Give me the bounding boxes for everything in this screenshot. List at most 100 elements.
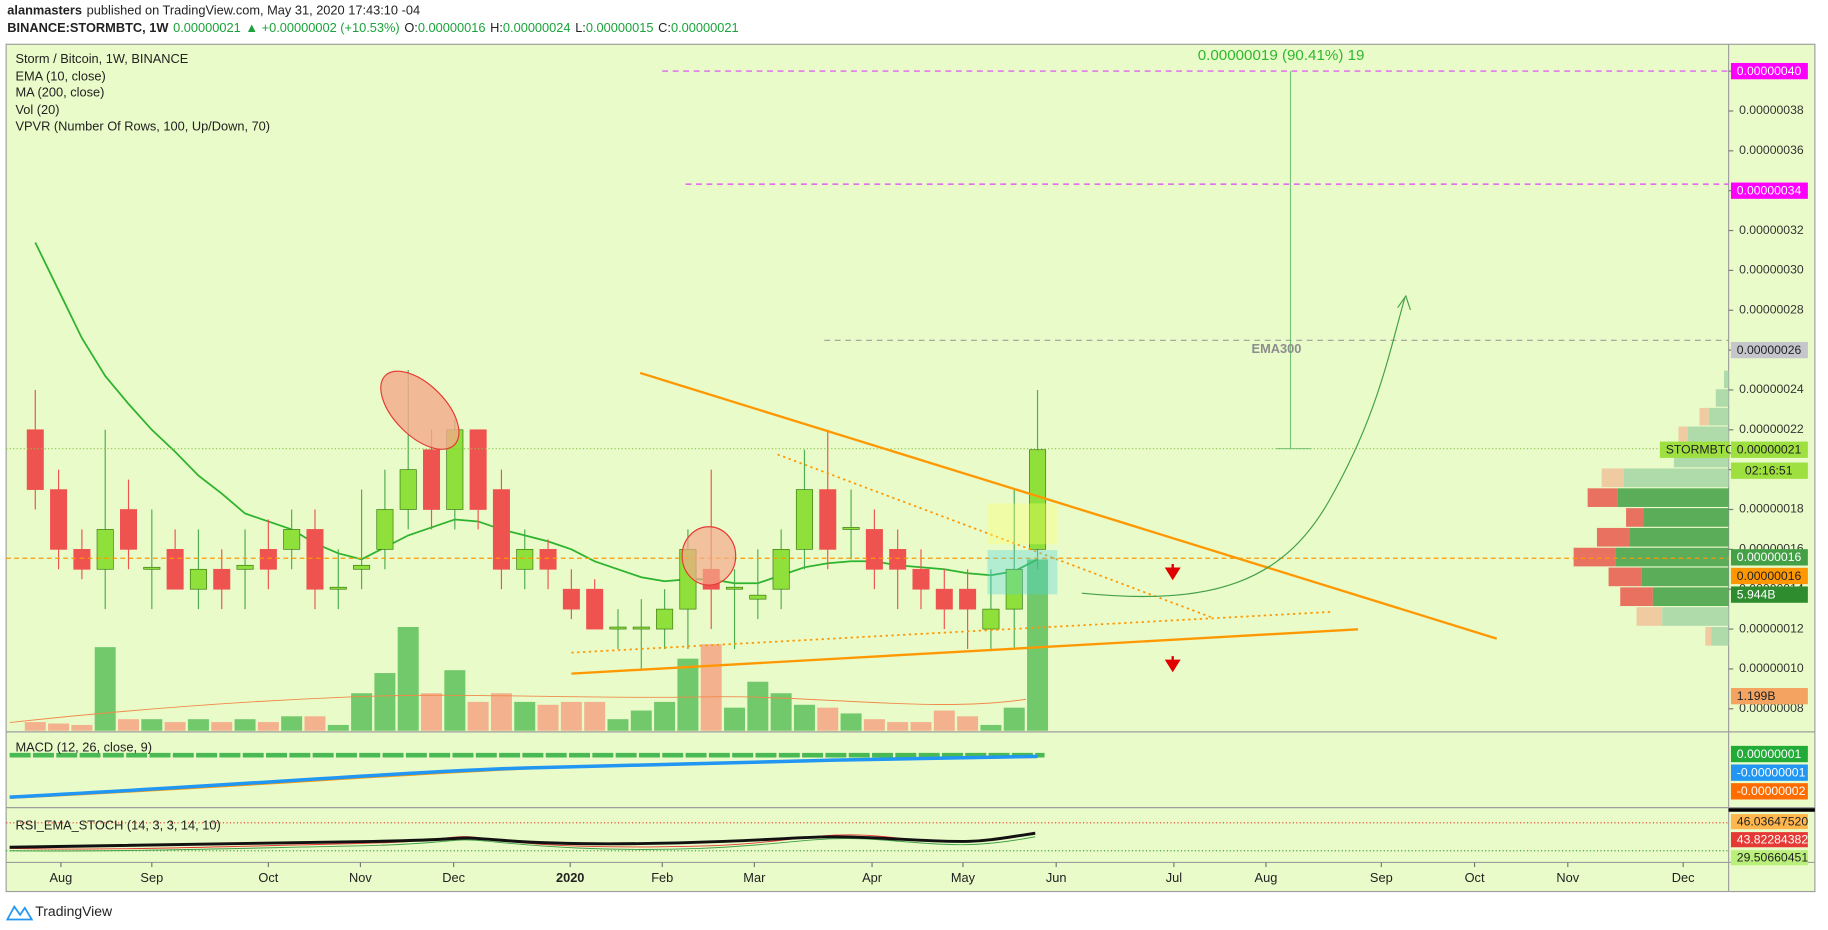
vpvr-bar bbox=[1596, 527, 1630, 547]
candle-body bbox=[982, 608, 1000, 630]
vpvr-bar bbox=[1601, 468, 1624, 488]
price-tag-label: -0.00000002 bbox=[1737, 784, 1806, 798]
x-tick-label: May bbox=[951, 870, 976, 885]
volume-bar bbox=[257, 722, 279, 731]
price-tag bbox=[1730, 745, 1808, 763]
candle-body bbox=[283, 529, 301, 550]
volume-bar bbox=[584, 701, 606, 731]
volume-layer bbox=[24, 559, 1049, 731]
trendline-dotted bbox=[571, 610, 1333, 654]
vpvr-bar bbox=[1617, 488, 1729, 507]
vpvr-bar bbox=[1678, 426, 1688, 447]
candle-body bbox=[50, 489, 68, 550]
y-tick-label: 0.00000036 bbox=[1739, 143, 1804, 157]
price-tag bbox=[1730, 567, 1808, 585]
volume-bar bbox=[141, 719, 163, 731]
volume-bar bbox=[537, 704, 559, 731]
trendline bbox=[571, 628, 1359, 675]
vpvr-bar bbox=[1620, 587, 1653, 607]
candle-body bbox=[632, 626, 650, 630]
y-tick-label: 0.00000024 bbox=[1739, 382, 1804, 396]
x-tick-label: Feb bbox=[651, 870, 673, 885]
candle-body bbox=[166, 549, 184, 590]
rsi-stoch-d bbox=[9, 836, 1036, 852]
candle-body bbox=[516, 549, 534, 570]
price-tag bbox=[1730, 814, 1808, 830]
candle-body bbox=[376, 509, 394, 550]
candle-body bbox=[842, 527, 860, 530]
volume-bar bbox=[187, 719, 209, 731]
price-tag-label: 29.50660451 bbox=[1737, 851, 1809, 865]
x-tick-label: 2020 bbox=[556, 870, 584, 885]
macd-legend: MACD (12, 26, close, 9) bbox=[15, 740, 152, 755]
trendline-dotted bbox=[777, 453, 1213, 619]
volume-bar bbox=[630, 710, 652, 731]
volume-bar bbox=[48, 723, 70, 731]
volume-bar bbox=[910, 722, 932, 731]
volume-bar bbox=[490, 693, 512, 731]
volume-bar bbox=[211, 722, 233, 731]
volume-bar bbox=[1003, 707, 1025, 731]
price-tag-label: 0.00000021 bbox=[1737, 443, 1802, 457]
candle-body bbox=[213, 568, 231, 590]
vpvr-bar bbox=[1587, 488, 1618, 507]
volume-bar bbox=[351, 693, 373, 731]
candle-body bbox=[795, 489, 813, 550]
y-tick-label: 0.00000008 bbox=[1739, 701, 1804, 715]
ellipse bbox=[681, 526, 737, 586]
candle-body bbox=[959, 588, 977, 610]
x-tick-label: Jul bbox=[1166, 870, 1182, 885]
candle-body bbox=[562, 588, 580, 610]
highlight-box bbox=[987, 550, 1058, 595]
price-tag-label: 0.00000026 bbox=[1737, 343, 1802, 357]
axes: 0.000000080.000000100.000000120.00000014… bbox=[50, 62, 1809, 885]
macd-line bbox=[9, 754, 1038, 799]
projection-curve bbox=[1081, 298, 1406, 598]
price-tag bbox=[1730, 549, 1808, 566]
trendline bbox=[639, 371, 1498, 640]
vpvr-bar bbox=[1608, 567, 1642, 587]
y-tick-label: 0.00000030 bbox=[1739, 263, 1804, 277]
price-tag bbox=[1730, 688, 1808, 705]
candle-body bbox=[399, 469, 417, 510]
candle-body bbox=[726, 586, 744, 590]
vpvr-bar bbox=[1699, 407, 1709, 426]
candle-body bbox=[469, 429, 487, 510]
author: alanmasters bbox=[7, 3, 82, 18]
ohlc-label: C: bbox=[658, 21, 671, 36]
volume-bar bbox=[374, 673, 396, 731]
volume-bar bbox=[840, 713, 862, 731]
price-tag-label: -0.00000001 bbox=[1737, 765, 1806, 779]
candle-body bbox=[120, 509, 138, 550]
ohlc-label: L: bbox=[575, 21, 586, 36]
candle-body bbox=[259, 549, 277, 570]
ohlc-value: 0.00000024 bbox=[503, 21, 571, 36]
x-tick-label: Mar bbox=[743, 870, 766, 885]
candle-body bbox=[609, 626, 627, 630]
vpvr-bar bbox=[1636, 607, 1663, 626]
symbol-line: BINANCE:STORMBTC, 1W 0.00000021 ▲ +0.00000… bbox=[7, 21, 738, 36]
x-tick-label: Nov bbox=[1556, 870, 1579, 885]
price-tag bbox=[1730, 341, 1808, 359]
price-tag-label: 5.944B bbox=[1737, 587, 1776, 601]
price-tag bbox=[1730, 586, 1808, 603]
candle-body bbox=[819, 489, 837, 550]
candle-body bbox=[353, 564, 371, 570]
candle-body bbox=[189, 568, 207, 590]
y-tick-label: 0.00000038 bbox=[1739, 103, 1804, 117]
legend-title: Storm / Bitcoin, 1W, BINANCE bbox=[15, 51, 188, 66]
vpvr-bar bbox=[1662, 607, 1729, 626]
x-tick-label: Nov bbox=[349, 870, 372, 885]
volume-bar bbox=[980, 724, 1002, 731]
x-tick-label: Aug bbox=[50, 870, 73, 885]
volume-bar bbox=[607, 719, 629, 731]
price-tag bbox=[1730, 764, 1808, 781]
volume-bar bbox=[933, 710, 955, 731]
ohlc-label: O: bbox=[404, 21, 418, 36]
symbol-tag-label: STORMBTC bbox=[1666, 443, 1735, 457]
volume-bar bbox=[71, 724, 93, 731]
price-tag-label: 0.00000016 bbox=[1737, 569, 1802, 583]
symbol-tag bbox=[1659, 441, 1730, 458]
volume-bar bbox=[957, 716, 979, 731]
